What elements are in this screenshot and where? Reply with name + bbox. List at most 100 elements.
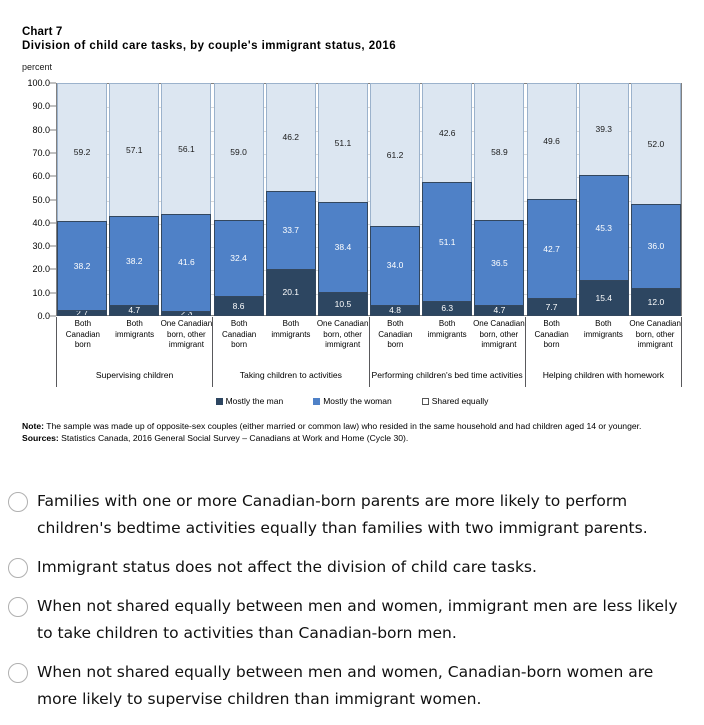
chart-legend: Mostly the man Mostly the woman Shared equ… — [0, 396, 704, 406]
bar-segment-man: 2.3 — [161, 310, 212, 316]
stacked-bar: 7.7 42.7 49.6 — [526, 83, 577, 316]
y-axis-tick-mark — [50, 175, 56, 177]
answer-option-label[interactable]: Families with one or more Canadian-born … — [37, 492, 648, 537]
answer-option-3[interactable]: When not shared equally between men and … — [0, 593, 704, 647]
bar-segment-woman: 41.6 — [161, 213, 212, 311]
y-axis-tick-mark — [50, 222, 56, 224]
answer-option-2[interactable]: Immigrant status does not affect the div… — [0, 554, 704, 581]
stacked-bar: 4.7 36.5 58.9 — [474, 83, 525, 316]
y-axis-tick-label: 90.0 — [32, 101, 50, 112]
bar-segment-shared: 59.0 — [213, 83, 264, 221]
stacked-bar: 12.0 36.0 52.0 — [630, 83, 681, 316]
bar-segment-man: 10.5 — [317, 291, 368, 316]
y-axis-tick-mark — [50, 105, 56, 107]
gridline — [57, 223, 681, 225]
note-line: Note: The sample was made up of opposite… — [22, 421, 672, 433]
x-axis-category-row: Both Canadian born Both immigrants One Can… — [213, 317, 368, 367]
gridline — [57, 293, 681, 295]
bar-segment-man: 12.0 — [630, 288, 681, 316]
y-axis-tick-label: 40.0 — [32, 217, 50, 228]
answer-option-label[interactable]: When not shared equally between men and … — [37, 597, 678, 642]
x-axis-category-label: One Canadian born, other immigrant — [629, 319, 681, 349]
x-axis-category-label: Both immigrants — [583, 319, 623, 339]
x-axis-category-label: Both Canadian born — [65, 319, 100, 349]
radio-button-icon[interactable] — [8, 597, 28, 617]
stacked-bar: 8.6 32.4 59.0 — [213, 83, 264, 316]
x-axis-group: Both Canadian born Both immigrants One Can… — [57, 317, 214, 387]
legend-label: Shared equally — [431, 396, 489, 406]
radio-button-icon[interactable] — [8, 558, 28, 578]
y-axis-tick-label: 30.0 — [32, 241, 50, 252]
bar-segment-man: 8.6 — [213, 295, 264, 316]
y-axis-unit-label: percent — [22, 62, 53, 72]
sources-text: Statistics Canada, 2016 General Social S… — [58, 432, 409, 443]
y-axis-tick-label: 60.0 — [32, 171, 50, 182]
bar-segment-shared: 57.1 — [109, 83, 160, 217]
gridline — [57, 153, 681, 155]
stacked-bar: 20.1 33.7 46.2 — [265, 83, 316, 316]
y-axis-tick-mark — [50, 268, 56, 270]
y-axis-tick-mark — [50, 292, 56, 294]
x-axis-category-label: One Canadian born, other immigrant — [316, 319, 369, 349]
bar-segment-shared: 49.6 — [526, 83, 577, 199]
stacked-bar: 2.3 41.6 56.1 — [161, 83, 212, 316]
answer-option-1[interactable]: Families with one or more Canadian-born … — [0, 488, 704, 542]
stacked-bar: 4.8 34.0 61.2 — [370, 83, 421, 316]
stacked-bar: 10.5 38.4 51.1 — [317, 83, 368, 316]
bar-segment-woman: 36.5 — [474, 220, 525, 306]
sources-line: Sources: Statistics Canada, 2016 General… — [22, 433, 672, 445]
bar-segment-man: 2.7 — [57, 309, 108, 316]
y-axis-tick-label: 70.0 — [32, 147, 50, 158]
gridline — [57, 130, 681, 132]
y-axis-tick-mark — [50, 129, 56, 131]
legend-swatch-man — [215, 397, 223, 405]
bar-segment-woman: 42.7 — [526, 198, 577, 299]
legend-item: Mostly the woman — [313, 396, 392, 406]
y-axis-tick-label: 10.0 — [32, 287, 50, 298]
x-axis-group: Both Canadian born Both immigrants One Can… — [370, 317, 526, 387]
x-axis-category-row: Both Canadian born Both immigrants One Can… — [370, 317, 525, 367]
radio-button-icon[interactable] — [8, 492, 28, 512]
legend-item: Mostly the man — [215, 396, 283, 406]
x-axis-group-label: Supervising children — [95, 370, 174, 380]
x-axis-category-row: Both Canadian born Both immigrants One Can… — [526, 317, 681, 367]
y-axis-tick-mark — [50, 82, 56, 84]
stacked-bar: 15.4 45.3 39.3 — [578, 83, 629, 316]
y-axis-tick-label: 80.0 — [32, 124, 50, 135]
answer-option-label[interactable]: When not shared equally between men and … — [37, 663, 654, 708]
note-text: The sample was made up of opposite-sex c… — [43, 421, 642, 431]
x-axis-category-row: Both Canadian born Both immigrants One Can… — [57, 317, 212, 367]
bar-segment-shared: 39.3 — [578, 83, 629, 175]
y-axis-tick-label: 0.0 — [37, 311, 50, 321]
bar-segment-shared: 42.6 — [422, 83, 473, 183]
bar-segment-shared: 61.2 — [370, 83, 421, 226]
y-axis-tick-label: 20.0 — [32, 264, 50, 275]
chart-notes: Note: The sample was made up of opposite… — [22, 421, 672, 444]
answer-option-label[interactable]: Immigrant status does not affect the div… — [37, 558, 537, 576]
plot-wrap: 2.7 38.2 59.2 4.7 38.2 57.1 2.3 41.6 56.1 8.6 32.4… — [56, 83, 682, 316]
bar-segment-shared: 46.2 — [265, 83, 316, 191]
bar-segment-man: 15.4 — [578, 280, 629, 316]
x-axis-category-label: Both Canadian born — [378, 319, 413, 349]
bar-segment-shared: 51.1 — [317, 83, 368, 203]
y-axis-tick-mark — [50, 315, 56, 317]
bar-segment-man: 20.1 — [265, 269, 316, 316]
bar-segment-man: 4.7 — [109, 305, 160, 316]
legend-swatch-woman — [313, 397, 321, 405]
x-axis-group-label: Performing children's bed time activitie… — [371, 370, 523, 380]
bar-segment-woman: 36.0 — [630, 204, 681, 289]
x-axis-group: Both Canadian born Both immigrants One Can… — [213, 317, 370, 387]
stacked-bar: 6.3 51.1 42.6 — [422, 83, 473, 316]
chart-number-label: Chart 7 — [22, 26, 63, 38]
radio-button-icon[interactable] — [8, 663, 28, 683]
y-axis-tick-label: 50.0 — [32, 194, 50, 205]
answer-option-4[interactable]: When not shared equally between men and … — [0, 659, 704, 713]
x-axis-label-table: Both Canadian born Both immigrants One Can… — [56, 317, 682, 387]
x-axis-category-label: Both Canadian born — [222, 319, 257, 349]
legend-label: Mostly the woman — [323, 396, 392, 406]
bar-segment-shared: 58.9 — [474, 83, 525, 221]
bar-segment-man: 6.3 — [422, 301, 473, 316]
chart-title: Division of child care tasks, by couple'… — [22, 40, 397, 52]
y-axis-tick-mark — [50, 152, 56, 154]
bar-segment-woman: 45.3 — [578, 174, 629, 281]
